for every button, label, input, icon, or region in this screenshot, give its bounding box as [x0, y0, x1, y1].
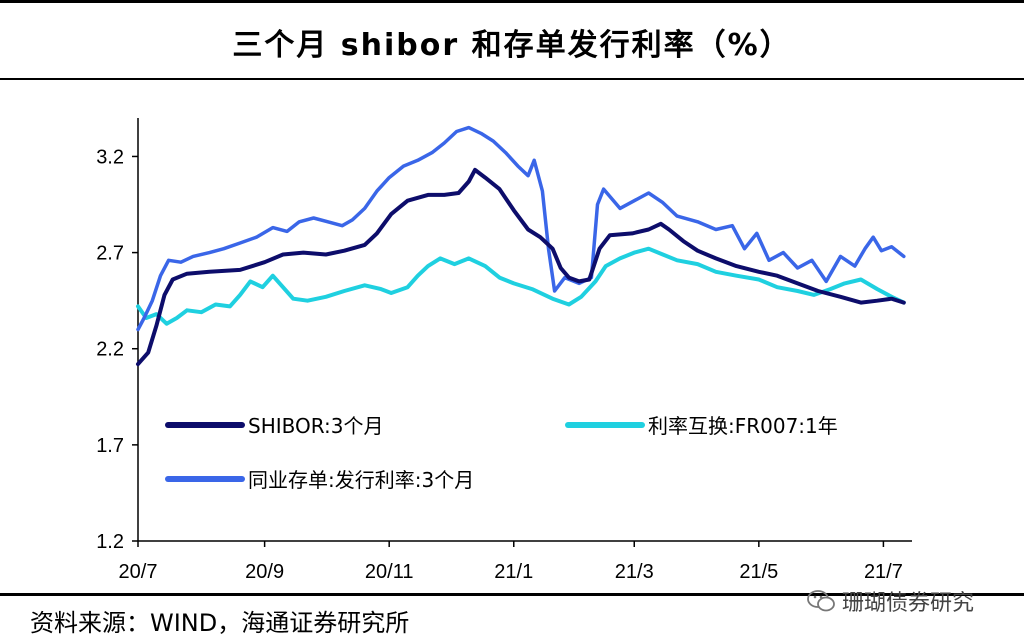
top-rule — [0, 0, 1024, 3]
y-tick-label: 2.2 — [96, 339, 124, 361]
x-tick-label: 20/7 — [119, 561, 158, 583]
title-rule — [0, 78, 1024, 80]
x-tick-label: 20/9 — [245, 561, 284, 583]
x-tick-label: 21/3 — [615, 561, 654, 583]
wechat-icon — [807, 590, 835, 612]
series-line-2 — [136, 125, 906, 332]
series-line-1 — [136, 246, 906, 326]
chart-title: 三个月 shibor 和存单发行利率（%） — [232, 28, 792, 63]
y-tick-label: 1.7 — [96, 435, 124, 457]
bottom-rule — [0, 593, 1024, 596]
x-tick-label: 21/7 — [864, 561, 903, 583]
watermark: 珊瑚债券研究 — [806, 584, 1006, 618]
legend-label: 同业存单:发行利率:3个月 — [248, 468, 474, 492]
y-tick-label: 1.2 — [96, 531, 124, 553]
source-note: 资料来源：WIND，海通证券研究所 — [30, 609, 410, 637]
series-layer — [136, 125, 906, 367]
legend-label: SHIBOR:3个月 — [248, 414, 384, 438]
y-tick-label: 2.7 — [96, 243, 124, 265]
x-tick-label: 20/11 — [365, 561, 414, 583]
series-line-0 — [136, 167, 906, 367]
chart-axes: 1.2 1.7 2.2 2.7 3.2 20/7 20/9 20/11 21/1 21/3 21/5… — [96, 118, 912, 583]
legend-label: 利率互换:FR007:1年 — [648, 414, 838, 438]
x-tick-label: 21/1 — [494, 561, 533, 583]
watermark-text: 珊瑚债券研究 — [842, 591, 975, 616]
x-tick-label: 21/5 — [739, 561, 778, 583]
y-tick-label: 3.2 — [96, 146, 124, 168]
